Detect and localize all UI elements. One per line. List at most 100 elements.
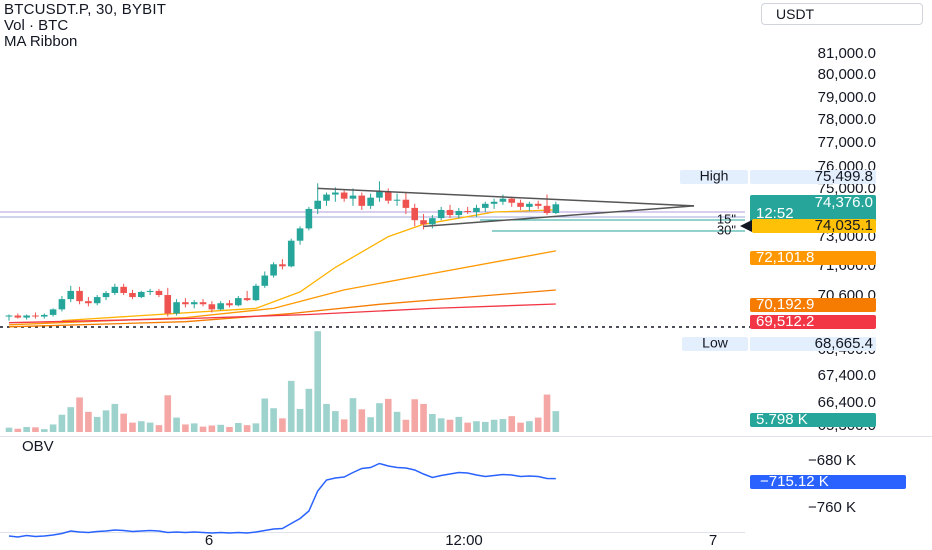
candle-body [534, 203, 542, 206]
high-value: 75,499.8 [815, 168, 873, 185]
candle-body [270, 264, 277, 276]
volume-bar [411, 399, 419, 432]
volume-bar [296, 408, 304, 432]
price-15-value: 74,035.1 [815, 217, 873, 234]
candle-body [481, 203, 489, 208]
candle-body [429, 218, 436, 225]
high-label: High [700, 168, 729, 184]
ma-value-badge [750, 251, 876, 265]
candle-body [552, 204, 560, 214]
candle-body [243, 298, 251, 301]
volume-bar [23, 426, 30, 432]
candle-body [32, 315, 39, 317]
candle-body [402, 199, 410, 208]
candle-body [384, 191, 392, 201]
candle-body [85, 301, 92, 304]
volume-bar [446, 419, 454, 432]
volume-bar [499, 419, 507, 432]
volume-value-badge [750, 413, 876, 427]
candle-body [190, 302, 198, 305]
obv-tick-label: −760 K [808, 499, 856, 516]
candle-body [208, 304, 216, 310]
volume-bar [314, 331, 321, 432]
candle-body [305, 208, 313, 229]
volume-bar [164, 395, 172, 432]
volume-bar [5, 427, 13, 432]
candle-body [120, 286, 127, 293]
volume-bar [279, 418, 286, 432]
ma-value-label: 72,101.8 [756, 249, 814, 266]
candle-body [226, 303, 233, 306]
candle-body [40, 314, 48, 317]
chart-legend: BTCUSDT.P, 30, BYBIT Vol · BTC MA Ribbon [4, 2, 166, 50]
price-tick-label: 80,000.0 [818, 66, 876, 83]
volume-bar [261, 398, 269, 432]
ma-value-badge [750, 315, 876, 329]
volume-bar [552, 411, 560, 432]
candle-body [393, 199, 401, 201]
volume-bar [437, 418, 445, 432]
candle-body [217, 303, 224, 310]
volume-bar [270, 408, 277, 432]
label-30-min: 30" [717, 222, 736, 237]
trendline[interactable] [317, 187, 695, 207]
candle-body [138, 291, 145, 298]
price-tick-label: 79,000.0 [818, 89, 876, 106]
volume-bar [40, 429, 48, 432]
arrow-marker [740, 220, 752, 232]
obv-value: −715.12 K [760, 473, 829, 490]
volume-bar [526, 421, 533, 432]
label-15-min: 15" [717, 211, 736, 226]
volume-bar [182, 424, 189, 432]
price-tick-label: 78,000.0 [818, 111, 876, 128]
volume-bar [393, 411, 401, 432]
candle-body [358, 195, 366, 206]
candle-body [455, 210, 463, 216]
candle-body [437, 209, 445, 219]
candle-body [526, 203, 533, 207]
volume-bar [490, 419, 498, 432]
candle-body [102, 292, 110, 298]
price-tick-label: 81,000.0 [818, 45, 876, 62]
ma-ribbon-label[interactable]: MA Ribbon [4, 33, 78, 50]
candle-body [367, 197, 374, 206]
volume-bar [76, 397, 83, 432]
volume-bar [199, 426, 207, 432]
currency-button[interactable]: USDT [761, 3, 923, 25]
volume-bar [93, 416, 101, 432]
volume-indicator-label[interactable]: Vol · BTC [4, 17, 69, 34]
candle-body [252, 285, 260, 301]
symbol-title[interactable]: BTCUSDT.P, 30, BYBIT [4, 1, 167, 18]
volume-bar [58, 414, 66, 432]
candle-body [517, 202, 524, 207]
candle-body [23, 315, 30, 318]
candle-body [279, 264, 286, 267]
volume-bar [455, 416, 463, 432]
candle-body [14, 315, 22, 318]
volume-bar [111, 403, 119, 432]
candle-body [446, 209, 454, 216]
price-15-badge [752, 219, 876, 233]
volume-bar [332, 411, 339, 432]
last-price: 74,376.0 [815, 194, 873, 211]
volume-bar [305, 388, 313, 432]
volume-bar [340, 419, 348, 432]
time-tick-label: 7 [709, 532, 717, 549]
volume-bar [323, 403, 330, 432]
obv-indicator-label[interactable]: OBV [22, 438, 54, 455]
candle-body [296, 228, 304, 241]
trendline[interactable] [423, 205, 695, 228]
candle-body [376, 191, 383, 198]
candle-body [129, 292, 136, 298]
volume-bar [226, 426, 233, 432]
low-value: 68,665.4 [815, 335, 873, 352]
last-price-badge [750, 195, 876, 223]
volume-bar [217, 424, 224, 432]
price-tick-label: 66,400.0 [818, 394, 876, 411]
volume-bar [85, 411, 92, 432]
volume-bar [243, 425, 251, 432]
candle-body [67, 290, 75, 300]
volume-bar [14, 428, 22, 432]
